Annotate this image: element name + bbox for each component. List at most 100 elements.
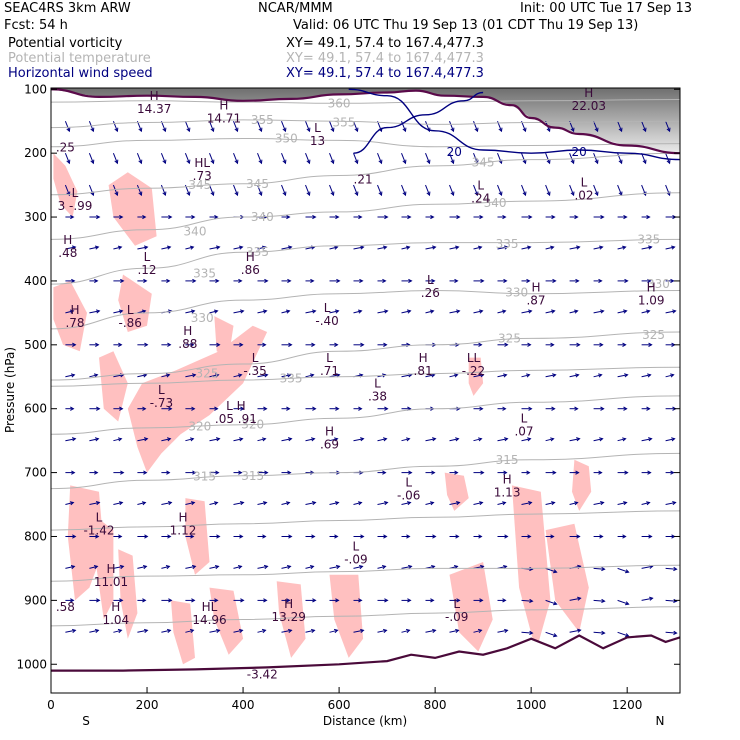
wind-arrowhead-306 xyxy=(498,127,503,133)
wind-vector-197 xyxy=(329,438,338,442)
wind-arrowhead-224 xyxy=(384,214,389,220)
pv-extremum-value-24: .38 xyxy=(368,390,387,404)
wind-arrowhead-123 xyxy=(238,245,244,250)
wind-vector-312 xyxy=(497,310,506,314)
wind-arrowhead-434 xyxy=(671,437,676,442)
wind-vector-216 xyxy=(353,502,362,505)
pv-extremum-kind-39: .58 xyxy=(56,600,75,614)
wind-arrowhead-350 xyxy=(550,437,555,442)
wind-vector-233 xyxy=(377,502,388,505)
wind-vector-170 xyxy=(305,121,310,132)
wind-arrowhead-315 xyxy=(502,406,507,411)
wind-arrowhead-416 xyxy=(647,373,652,378)
wind-arrowhead-26 xyxy=(96,406,101,411)
y-tick-label-0: 100 xyxy=(24,82,47,96)
wind-arrowhead-344 xyxy=(550,245,555,250)
wind-arrowhead-49 xyxy=(119,598,124,603)
wind-arrowhead-158 xyxy=(287,278,292,284)
wind-vector-6 xyxy=(65,310,74,314)
wind-vector-188 xyxy=(329,153,334,164)
wind-arrowhead-111 xyxy=(214,406,219,411)
valid-time: Valid: 06 UTC Thu 19 Sep 13 (01 CDT Thu … xyxy=(293,18,639,33)
wind-arrowhead-151 xyxy=(263,598,268,603)
pv-extremum-kind-37: H xyxy=(284,597,293,611)
wind-arrowhead-48 xyxy=(119,564,125,570)
wind-arrowhead-138 xyxy=(258,191,263,197)
init-time: Init: 00 UTC Tue 17 Sep 13 xyxy=(520,1,693,16)
wind-arrowhead-102 xyxy=(210,127,215,133)
wind-arrowhead-384 xyxy=(599,437,604,442)
wind-vector-110 xyxy=(209,374,219,378)
wind-vector-103 xyxy=(209,153,214,164)
theta-label-4-2: 340 xyxy=(484,196,507,210)
wind-arrowhead-392 xyxy=(618,159,623,165)
wind-arrowhead-94 xyxy=(191,406,196,411)
pv-extremum-kind-11: L xyxy=(144,250,151,264)
wind-arrowhead-186 xyxy=(310,628,316,633)
wind-vector-412 xyxy=(641,246,652,250)
theta-contour-330-6 xyxy=(51,289,680,330)
theta-label-3-1: 345 xyxy=(246,177,269,191)
field-xy-wind: XY= 49.1, 57.4 to 167.4,477.3 xyxy=(286,66,484,81)
wind-arrowhead-115 xyxy=(216,534,221,539)
wind-vector-390 xyxy=(593,631,605,634)
wind-arrowhead-373 xyxy=(577,628,582,633)
wind-arrowhead-170 xyxy=(306,127,311,133)
wind-arrowhead-70 xyxy=(162,191,167,197)
wind-arrowhead-200 xyxy=(334,534,339,539)
wind-vector-104 xyxy=(209,184,214,196)
wind-arrowhead-33 xyxy=(94,628,100,633)
wind-vector-40 xyxy=(113,310,123,314)
wind-arrowhead-252 xyxy=(408,564,413,570)
wind-arrowhead-236 xyxy=(384,598,389,603)
wind-arrowhead-78 xyxy=(166,437,172,442)
wind-arrowhead-67 xyxy=(143,628,149,633)
wind-arrowhead-271 xyxy=(432,628,437,633)
pv-extremum-kind-31: L xyxy=(96,511,103,525)
wind-arrowhead-110 xyxy=(214,373,220,378)
wind-arrowhead-379 xyxy=(598,278,603,284)
terrain-line xyxy=(51,634,680,672)
wind-arrowhead-127 xyxy=(237,373,243,378)
wind-vector-52 xyxy=(136,153,142,164)
wind-arrowhead-72 xyxy=(166,245,172,250)
pv-extremum-kind-9: L xyxy=(72,186,79,200)
wind-arrowhead-243 xyxy=(408,278,413,284)
wind-vector-27 xyxy=(89,438,99,442)
wind-vector-201 xyxy=(329,565,340,569)
wind-vector-271 xyxy=(425,629,436,633)
wind-arrowhead-100 xyxy=(191,598,196,603)
wind-arrowhead-423 xyxy=(649,596,654,601)
wind-arrowhead-277 xyxy=(454,278,459,284)
x-tick-label-6: 1200 xyxy=(612,698,643,712)
wind-vector-289 xyxy=(473,121,478,132)
wind-arrowhead-428 xyxy=(671,245,676,250)
wind-arrowhead-417 xyxy=(646,406,651,411)
wind-arrowhead-107 xyxy=(215,278,220,284)
wind-arrowhead-192 xyxy=(336,278,341,284)
wind-vector-378 xyxy=(593,246,603,250)
wind-vector-142 xyxy=(257,310,267,314)
wind-vector-44 xyxy=(113,438,122,442)
wind-arrowhead-267 xyxy=(429,501,435,506)
wind-arrowhead-108 xyxy=(213,309,219,314)
pv-extremum-value-6: .21 xyxy=(354,172,373,186)
wind-arrowhead-10 xyxy=(71,437,77,442)
wind-arrowhead-171 xyxy=(306,159,311,165)
wind-arrowhead-146 xyxy=(261,437,267,442)
wind-arrowhead-126 xyxy=(239,342,244,347)
wind-arrowhead-294 xyxy=(480,278,485,284)
wind-arrowhead-169 xyxy=(287,628,293,633)
wind-arrowhead-152 xyxy=(261,628,267,634)
wind-vector-31 xyxy=(89,565,98,569)
wind-arrowhead-419 xyxy=(647,470,652,475)
pv-extremum-kind-35: H xyxy=(111,600,120,614)
wind-arrowhead-228 xyxy=(383,342,388,347)
wind-arrowhead-208 xyxy=(360,245,365,250)
wind-arrowhead-14 xyxy=(70,565,76,570)
wind-arrowhead-43 xyxy=(119,406,124,411)
wind-arrowhead-326 xyxy=(528,214,533,220)
pv-extremum-kind-1: H xyxy=(219,99,228,113)
wind-vector-244 xyxy=(401,310,411,314)
